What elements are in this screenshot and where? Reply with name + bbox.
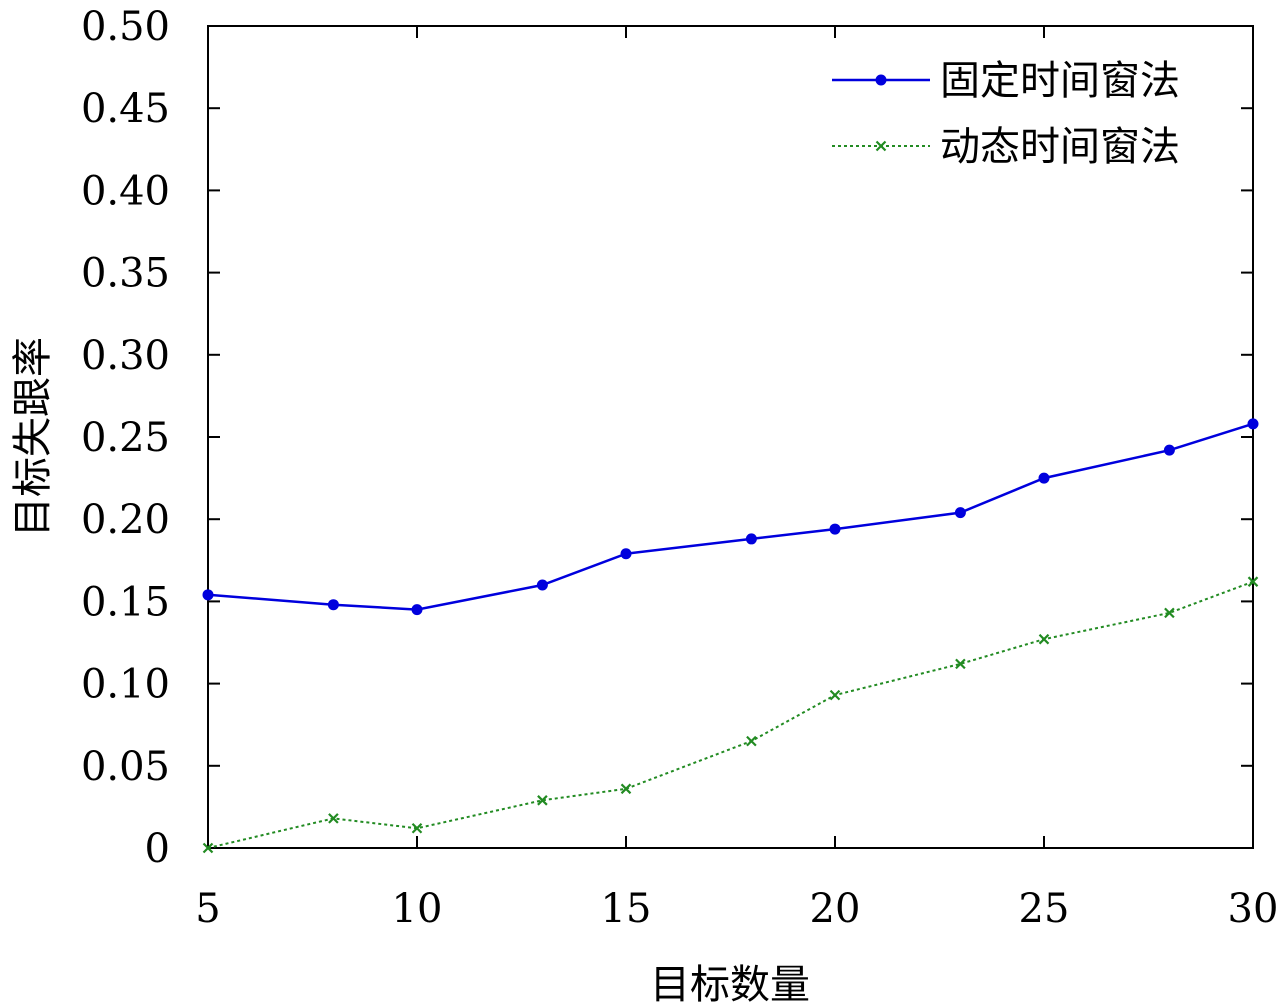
x-tick-label: 20 <box>810 886 861 932</box>
data-point <box>411 604 423 616</box>
x-tick-label: 10 <box>392 886 443 932</box>
data-point <box>620 548 632 560</box>
y-tick-label: 0.05 <box>81 744 170 790</box>
y-tick-label: 0.25 <box>81 415 170 461</box>
series-2 <box>202 576 1259 854</box>
y-tick-label: 0.45 <box>81 86 170 132</box>
x-tick-label: 25 <box>1019 886 1070 932</box>
series-layer <box>202 418 1259 854</box>
data-point <box>536 579 548 591</box>
data-point <box>202 842 214 854</box>
data-point <box>327 599 339 611</box>
data-point <box>537 795 548 806</box>
legend-label: 动态时间窗法 <box>940 124 1180 170</box>
y-axis-title: 目标失跟率 <box>10 337 56 537</box>
x-tick-label: 5 <box>195 886 220 932</box>
data-point <box>1247 418 1259 430</box>
y-tick-label: 0.15 <box>81 579 170 625</box>
data-point <box>328 813 339 824</box>
legend-entry-2: 动态时间窗法 <box>832 124 1180 170</box>
series-1 <box>202 418 1259 616</box>
series-line <box>207 580 1254 849</box>
x-tick-label: 15 <box>601 886 652 932</box>
data-point <box>746 735 757 747</box>
data-point <box>745 533 757 545</box>
legend-entry-1: 固定时间窗法 <box>832 58 1180 104</box>
data-point <box>620 783 632 795</box>
y-tick-label: 0.35 <box>81 251 170 297</box>
data-point <box>1038 633 1050 645</box>
legend-marker <box>875 140 887 152</box>
x-axis-title: 目标数量 <box>650 962 810 1006</box>
y-tick-label: 0.40 <box>81 168 170 214</box>
legend-marker <box>875 74 887 86</box>
y-tick-label: 0 <box>145 826 170 872</box>
data-point <box>829 689 841 701</box>
data-point <box>1038 472 1050 484</box>
y-tick-label: 0.50 <box>81 4 170 50</box>
data-point <box>202 589 214 601</box>
y-tick-label: 0.20 <box>81 497 170 543</box>
data-point <box>1163 444 1175 456</box>
tick-labels: 5 10 15 20 25 30 0 0.05 0.10 0.15 0.20 0.25 0.30 0.35… <box>81 4 1279 932</box>
data-point <box>411 822 423 834</box>
data-point <box>829 523 841 535</box>
data-point <box>954 507 966 519</box>
y-tick-label: 0.10 <box>81 662 170 708</box>
y-tick-label: 0.30 <box>81 333 170 379</box>
data-point <box>955 658 966 670</box>
data-point <box>1164 607 1175 619</box>
series-line <box>207 422 1254 611</box>
data-point <box>1247 576 1259 587</box>
x-tick-label: 30 <box>1228 886 1279 932</box>
legend-label: 固定时间窗法 <box>940 58 1180 104</box>
